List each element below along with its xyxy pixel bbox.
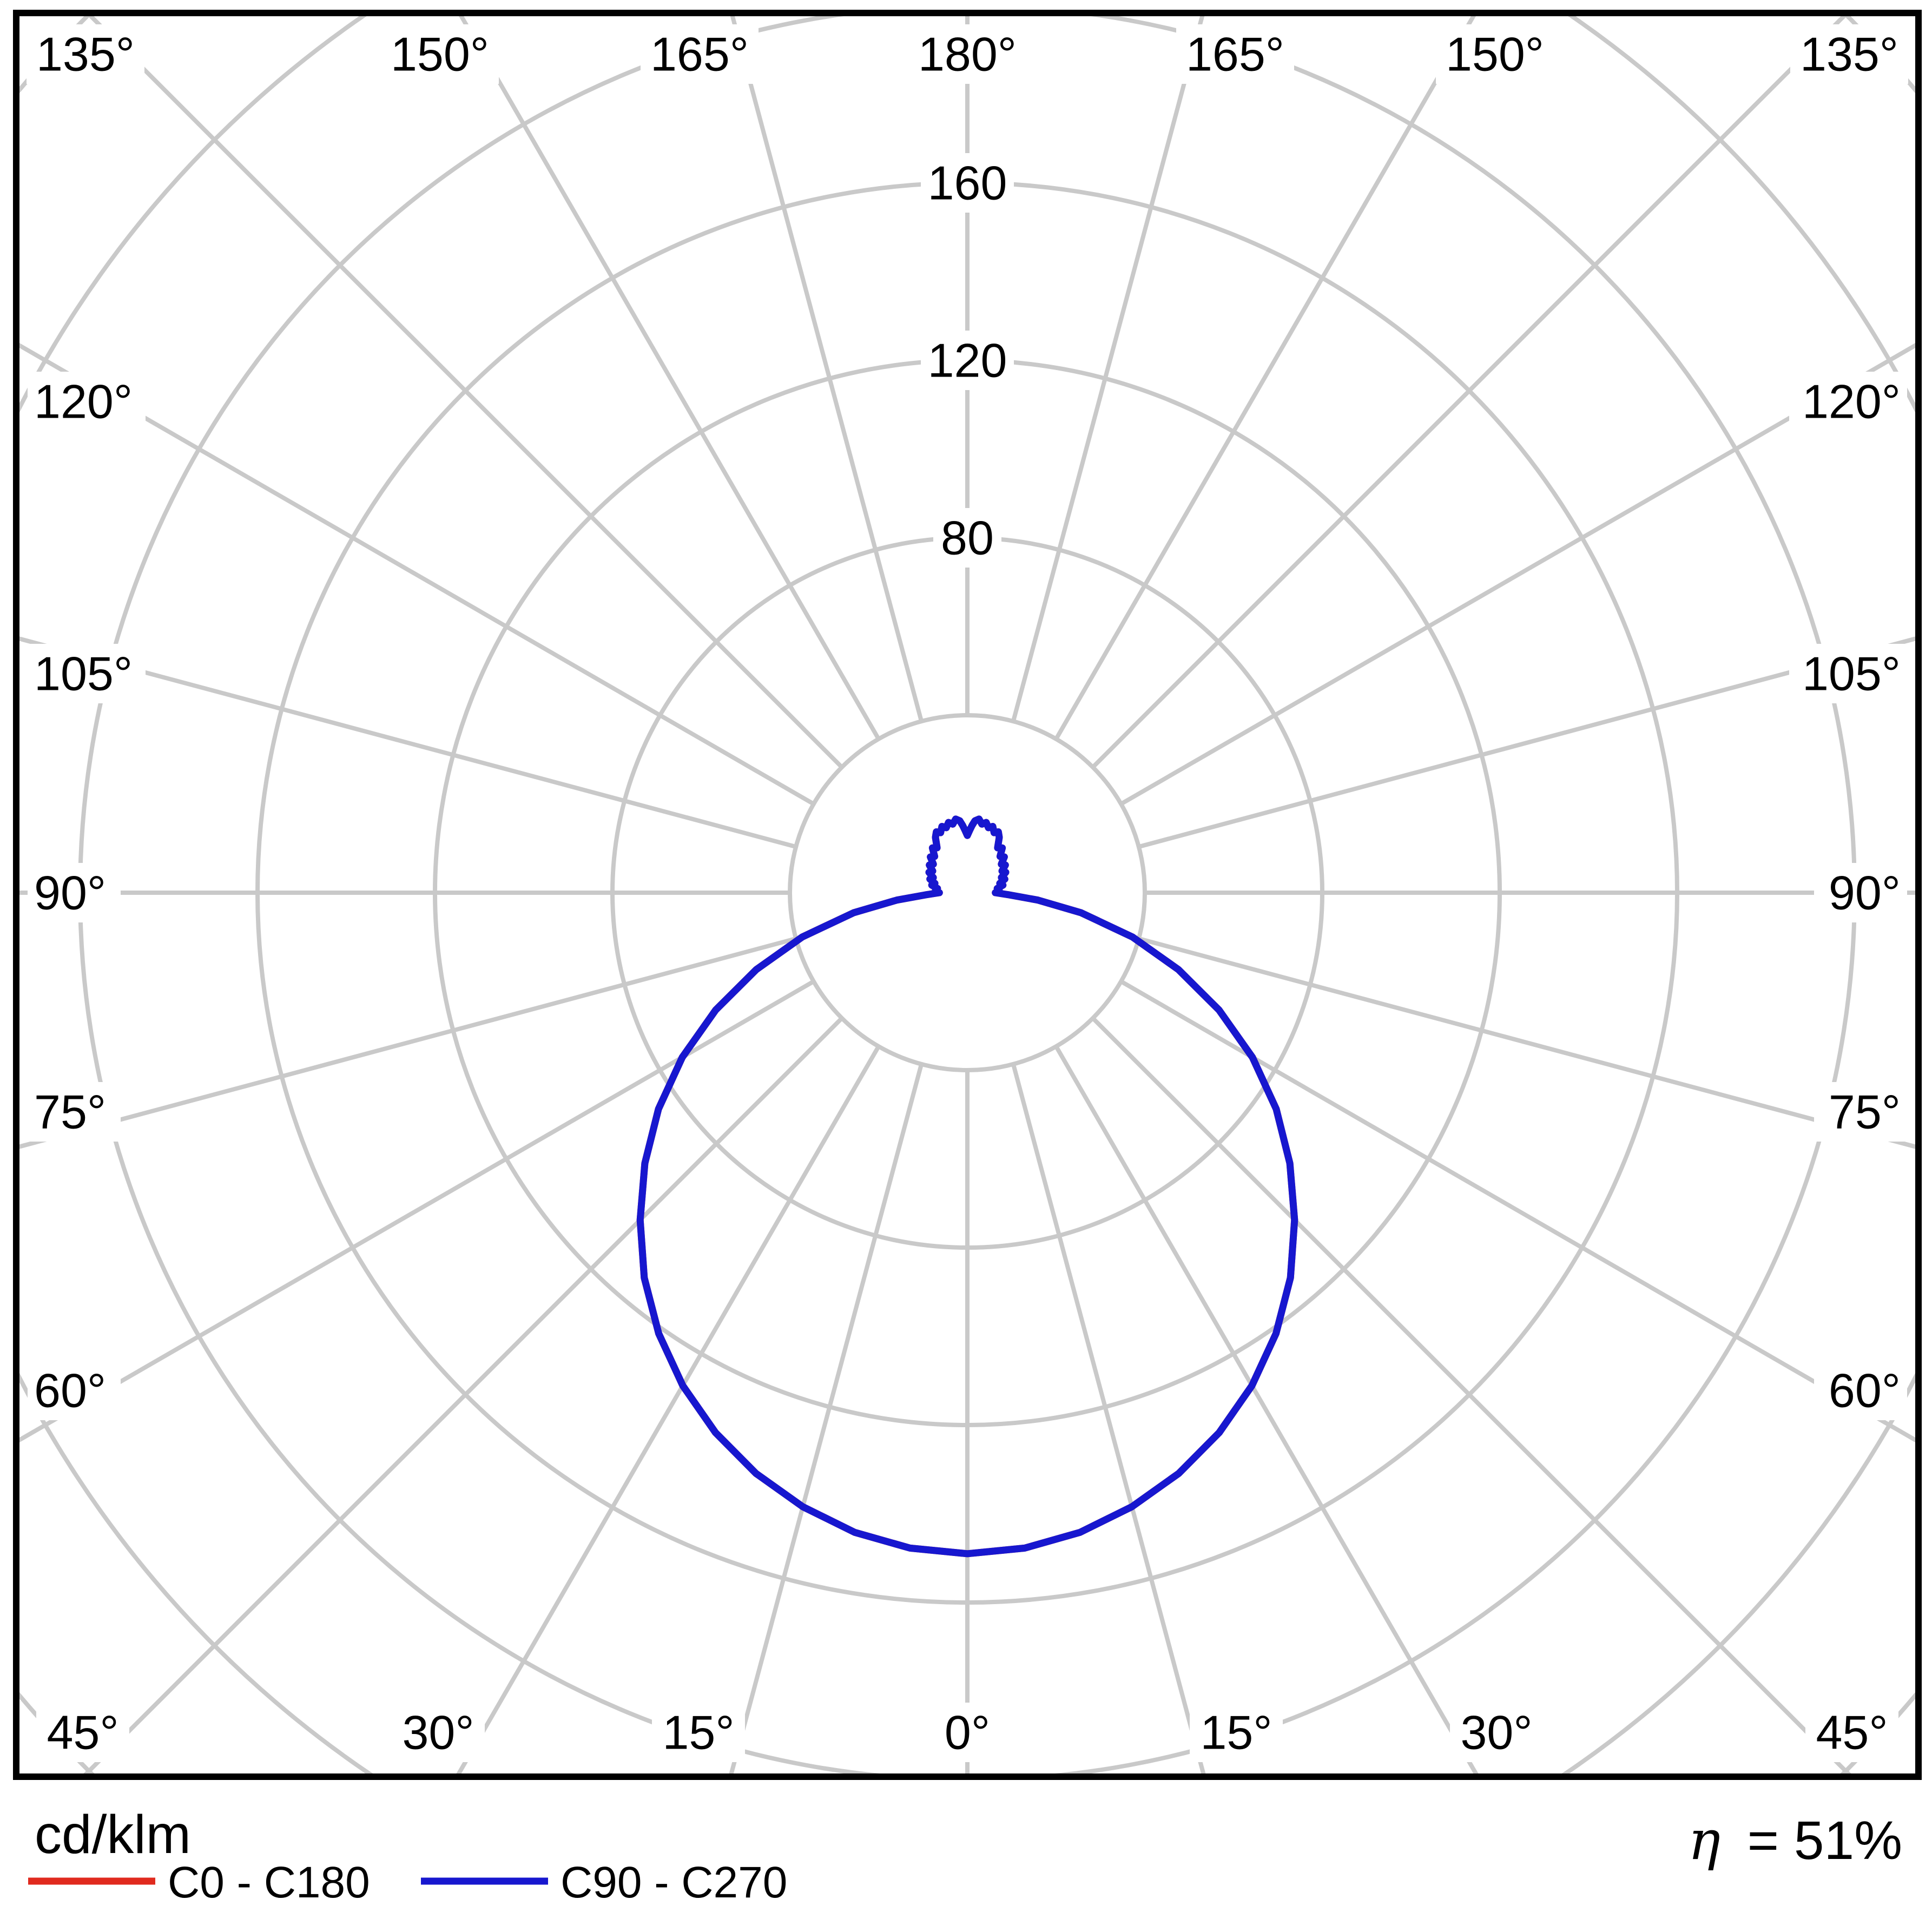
angle-label-right-1-bg: [1789, 644, 1907, 703]
angle-label-top-2-bg: [641, 24, 759, 84]
curve-layer: [636, 815, 1298, 1558]
angle-label-top-3: 180°: [918, 28, 1017, 81]
angle-label-bottom-6: 45°: [1816, 1706, 1888, 1759]
angle-label-top-1-bg: [381, 24, 499, 84]
grid-spoke-150: [1054, 16, 1476, 740]
ring-tick-label-80: 80: [941, 511, 994, 565]
angle-label-left-4: 60°: [34, 1364, 106, 1417]
legend-label-c90-c270: C90 - C270: [561, 1858, 787, 1907]
angle-label-bottom-2-bg: [652, 1703, 745, 1762]
angle-label-bottom-4: 15°: [1200, 1706, 1272, 1759]
ring-tick-label-160: 160: [928, 156, 1007, 210]
angle-label-right-4-bg: [1814, 1361, 1907, 1420]
angle-label-top-1: 150°: [391, 28, 489, 81]
angle-label-top-6-bg: [1790, 24, 1908, 84]
ring-tick-label-120-bg: [921, 331, 1014, 390]
angle-label-right-4: 60°: [1829, 1364, 1901, 1417]
angle-label-bottom-4-bg: [1190, 1703, 1283, 1762]
label-layer: 80 120 160 135° 150° 165° 180° 165° 150° 135° 45° 3…: [27, 24, 1908, 1762]
angle-label-bottom-0: 45°: [47, 1706, 118, 1759]
angle-label-right-3-bg: [1814, 1082, 1907, 1142]
angle-label-bottom-2: 15°: [662, 1706, 734, 1759]
legend-label-c0-c180: C0 - C180: [168, 1858, 370, 1907]
curve-c90-c270: [636, 815, 1298, 1558]
plot-border: [13, 10, 1922, 1780]
angle-label-right-0-bg: [1789, 372, 1907, 431]
angle-label-left-3-bg: [28, 1082, 121, 1142]
angle-label-left-0: 120°: [34, 375, 133, 428]
angle-label-top-4: 165°: [1186, 28, 1284, 81]
angle-label-bottom-3-bg: [933, 1703, 1001, 1762]
eta-symbol: η: [1688, 1809, 1720, 1872]
ring-tick-label-160-bg: [921, 153, 1014, 213]
efficiency-label: η = 51%: [1688, 1809, 1902, 1872]
grid-spoke-75: [1138, 937, 1915, 1149]
angle-label-left-1: 105°: [34, 647, 133, 701]
angle-label-right-1: 105°: [1802, 647, 1901, 701]
grid-spoke-240: [19, 342, 815, 806]
legend: C0 - C180 C90 - C270: [28, 1858, 787, 1907]
grid-spoke-120: [1120, 342, 1915, 806]
angle-label-right-3: 75°: [1829, 1085, 1901, 1139]
angle-label-left-2: 90°: [34, 866, 106, 920]
angle-label-top-4-bg: [1176, 24, 1294, 84]
ring-tick-label-80-bg: [933, 508, 1001, 568]
grid-ring-40: [788, 713, 1147, 1072]
grid-spoke-15: [1011, 1063, 1206, 1773]
grid-spoke-210: [459, 16, 881, 740]
angle-label-bottom-5-bg: [1450, 1703, 1543, 1762]
grid-spoke-165: [1011, 16, 1205, 722]
angle-label-left-1-bg: [28, 644, 146, 703]
angle-label-top-3-bg: [908, 24, 1026, 84]
angle-label-bottom-3: 0°: [945, 1706, 990, 1759]
angle-label-left-3: 75°: [34, 1085, 106, 1139]
angle-label-bottom-1-bg: [392, 1703, 485, 1762]
angle-label-top-0: 135°: [36, 28, 135, 81]
angle-label-bottom-5: 30°: [1460, 1706, 1532, 1759]
angle-label-left-0-bg: [28, 372, 146, 431]
grid-spoke-60: [1120, 979, 1915, 1443]
angle-label-top-0-bg: [27, 24, 144, 84]
grid-spoke-30: [1054, 1045, 1479, 1773]
angle-label-right-2: 90°: [1829, 866, 1901, 920]
ring-tick-label-120: 120: [928, 334, 1007, 387]
angle-label-top-6: 135°: [1800, 28, 1898, 81]
angle-label-bottom-6-bg: [1805, 1703, 1898, 1762]
angle-label-top-5-bg: [1436, 24, 1554, 84]
angle-label-left-4-bg: [28, 1361, 121, 1420]
angle-label-bottom-0-bg: [36, 1703, 129, 1762]
grid-spoke-105: [1138, 636, 1915, 849]
grid-spoke-345: [729, 1063, 924, 1773]
angle-label-top-2: 165°: [650, 28, 749, 81]
grid-spoke-195: [730, 16, 924, 722]
grid-spoke-330: [456, 1045, 881, 1773]
angle-label-left-2-bg: [28, 863, 121, 922]
angle-label-right-0: 120°: [1802, 375, 1901, 428]
grid-spoke-255: [19, 636, 797, 849]
unit-label: cd/klm: [35, 1804, 191, 1865]
angle-label-right-2-bg: [1814, 863, 1907, 922]
angle-label-top-5: 150°: [1446, 28, 1544, 81]
grid-spoke-285: [19, 937, 797, 1149]
angle-label-bottom-1: 30°: [402, 1706, 474, 1759]
grid-spoke-300: [19, 979, 815, 1443]
eta-value: = 51%: [1748, 1810, 1902, 1871]
